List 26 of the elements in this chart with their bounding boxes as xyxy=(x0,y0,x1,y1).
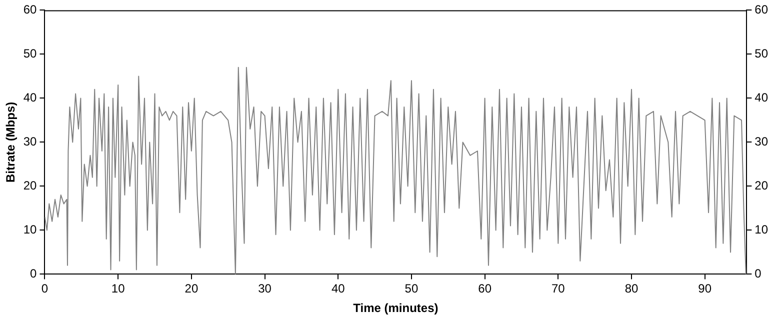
x-tick-label: 30 xyxy=(258,282,272,296)
y-tick-label: 50 xyxy=(23,46,38,61)
y2-tick-label: 50 xyxy=(754,46,768,61)
y-tick-label: 60 xyxy=(23,2,38,17)
y-tick-label: 40 xyxy=(23,90,38,105)
y-tick-label: 20 xyxy=(23,178,38,193)
x-tick-label: 70 xyxy=(551,282,566,296)
x-tick-label: 50 xyxy=(404,282,418,296)
y2-tick-label: 30 xyxy=(754,134,768,149)
x-tick-label: 90 xyxy=(698,282,712,296)
y2-tick-label: 20 xyxy=(754,178,768,193)
y2-tick-label: 10 xyxy=(754,222,768,237)
y-tick-label: 10 xyxy=(23,222,38,237)
y-tick-label: 30 xyxy=(23,134,38,149)
x-tick-label: 80 xyxy=(624,282,638,296)
x-tick-label: 60 xyxy=(478,282,492,296)
x-axis-title: Time (minutes) xyxy=(353,301,438,316)
x-tick-label: 0 xyxy=(41,282,48,296)
x-tick-label: 40 xyxy=(331,282,346,296)
y2-tick-label: 0 xyxy=(754,266,762,281)
y-tick-label: 0 xyxy=(30,266,38,281)
x-tick-label: 10 xyxy=(111,282,126,296)
y2-tick-label: 60 xyxy=(754,2,768,17)
x-tick-label: 20 xyxy=(184,282,198,296)
y-axis-title: Bitrate (Mbps) xyxy=(4,102,18,183)
y2-tick-label: 40 xyxy=(754,90,768,105)
